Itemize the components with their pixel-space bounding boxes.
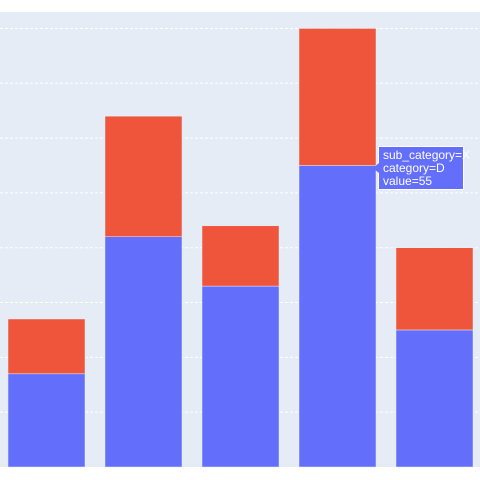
bar-b-y[interactable] (104, 115, 183, 238)
hover-tooltip: sub_category=X category=D value=55 (373, 146, 471, 190)
bar-e-x[interactable] (395, 329, 474, 468)
tooltip-line-category: category=D (383, 161, 445, 175)
bar-b-x[interactable] (104, 236, 183, 468)
bars-group (7, 28, 474, 468)
tooltip-line-sub-category: sub_category=X (383, 148, 471, 162)
bar-d-x[interactable] (298, 165, 377, 468)
bar-c-y[interactable] (201, 225, 280, 287)
tooltip-arrow (373, 163, 379, 173)
bar-a-x[interactable] (7, 373, 86, 468)
tooltip-line-value: value=55 (383, 174, 433, 188)
bar-c-x[interactable] (201, 285, 280, 468)
bar-d-y[interactable] (298, 28, 377, 166)
bar-a-y[interactable] (7, 318, 86, 375)
bar-e-y[interactable] (395, 247, 474, 331)
